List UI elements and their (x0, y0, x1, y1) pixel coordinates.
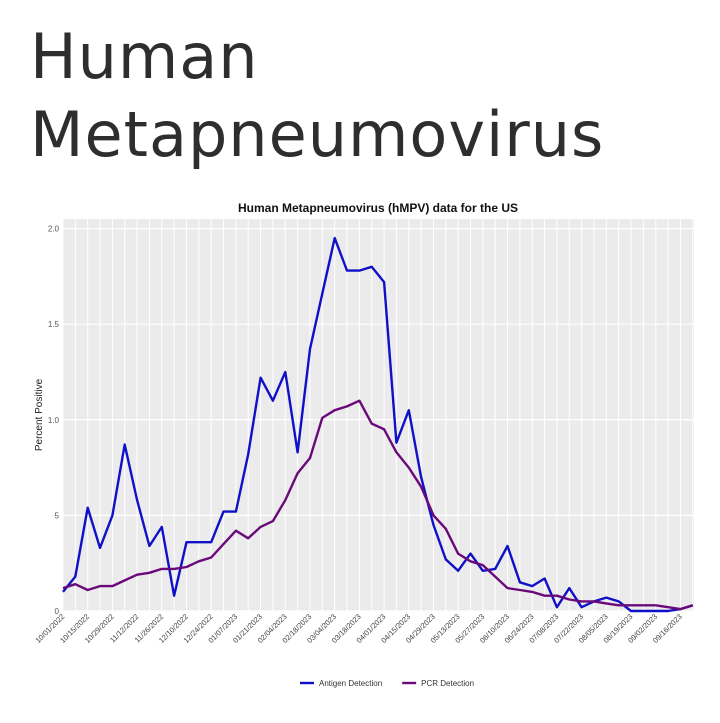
plot-background (63, 219, 694, 611)
y-tick-label: 5 (55, 511, 60, 520)
line-series (62, 236, 694, 613)
page-title: Human Metapneumovirus (30, 20, 605, 171)
y-tick-label: 2.0 (48, 225, 60, 234)
y-tick-label: 1.5 (48, 320, 60, 329)
y-tick-label: 1.0 (48, 416, 60, 425)
chart: Human Metapneumovirus (hMPV) data for th… (34, 201, 694, 688)
y-tick-label: 0 (55, 607, 60, 616)
legend-label: Antigen Detection (319, 679, 382, 688)
chart-title: Human Metapneumovirus (hMPV) data for th… (238, 201, 518, 215)
legend-label: PCR Detection (421, 679, 474, 688)
line-series (62, 399, 694, 611)
y-axis-label: Percent Positive (34, 378, 45, 451)
